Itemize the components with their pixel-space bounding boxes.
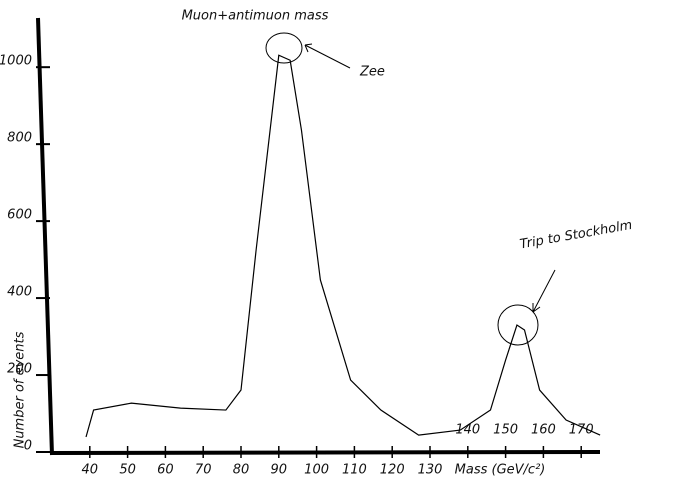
- annotation: Zee: [359, 65, 385, 80]
- x-tick-label: 150: [493, 423, 518, 438]
- x-tick-label: 90: [271, 463, 288, 478]
- x-axis-label: Mass (GeV/c²): [455, 463, 546, 478]
- x-tick-label: 120: [380, 463, 405, 478]
- x-tick-label: 80: [233, 463, 250, 478]
- x-tick-label: 110: [342, 463, 367, 478]
- chart-title: Muon+antimuon mass: [182, 9, 329, 24]
- arrow: [304, 43, 351, 69]
- peak-circle: [265, 32, 303, 64]
- x-tick-label: 130: [418, 463, 443, 478]
- y-axis-label: Number of events: [13, 331, 28, 448]
- y-tick-label: 200: [7, 362, 32, 377]
- data-line: [85, 54, 601, 438]
- y-tick-label: 600: [7, 208, 32, 223]
- peak-circle: [497, 304, 539, 346]
- y-tick-label: 800: [7, 131, 32, 146]
- x-tick-label: 140: [455, 423, 480, 438]
- x-tick-label: 50: [119, 463, 136, 478]
- x-tick-label: 60: [157, 463, 174, 478]
- y-tick-label: 1000: [0, 54, 32, 69]
- x-tick-label: 170: [569, 423, 594, 438]
- x-axis: [49, 450, 601, 455]
- annotation: Trip to Stockholm: [519, 218, 634, 253]
- y-tick-label: 0: [24, 439, 32, 454]
- x-tick-label: 70: [195, 463, 212, 478]
- x-tick-label: 100: [304, 463, 329, 478]
- y-tick-label: 400: [7, 285, 32, 300]
- arrow: [532, 269, 556, 313]
- x-tick-label: 40: [82, 463, 99, 478]
- x-tick-label: 160: [531, 423, 556, 438]
- y-axis: [36, 17, 54, 456]
